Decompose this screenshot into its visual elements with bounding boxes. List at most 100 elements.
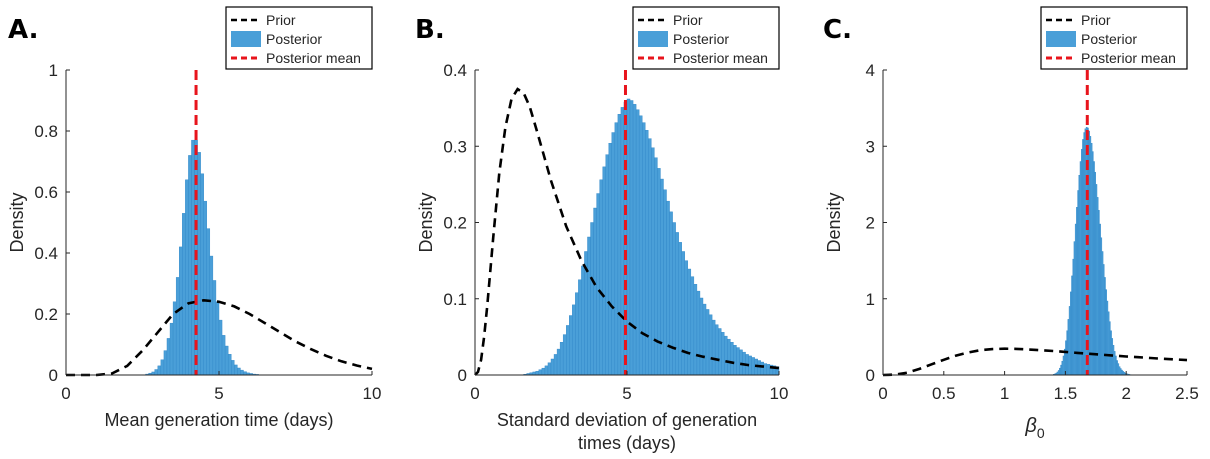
posterior-bar xyxy=(724,335,728,376)
posterior-bar xyxy=(721,332,725,376)
y-tick-label: 0.4 xyxy=(34,244,58,263)
posterior-bar xyxy=(224,345,229,376)
chart-panel-2: B. 0 5 10 0 0.1 0.2 0.3 0.4 Density Standard devia… xyxy=(415,6,789,453)
posterior-bar xyxy=(666,200,670,376)
posterior-bar xyxy=(157,365,162,376)
posterior-bar xyxy=(550,358,555,376)
chart-panel-1: A. 0 5 10 0 0.2 0.4 0.6 0.8 1 Density Mean generati… xyxy=(7,6,382,430)
posterior-bar xyxy=(240,369,244,376)
y-tick-label: 0 xyxy=(49,366,58,385)
posterior-bar xyxy=(702,303,707,376)
posterior-bar xyxy=(237,367,241,376)
posterior-bar xyxy=(617,114,622,376)
posterior-bar xyxy=(711,319,716,376)
posterior-bar xyxy=(553,354,558,376)
posterior-bar xyxy=(614,122,619,376)
legend-entry: Posterior xyxy=(266,31,322,47)
y-tick-label: 0.3 xyxy=(443,137,467,156)
x-tick-label: 1.5 xyxy=(1054,384,1078,403)
posterior-bar xyxy=(538,369,543,376)
posterior-bar xyxy=(629,100,634,376)
posterior-bar xyxy=(169,322,174,376)
legend: Prior Posterior Posterior mean xyxy=(225,6,373,70)
x-tick-label: 2.5 xyxy=(1175,384,1199,403)
posterior-bar xyxy=(596,193,600,376)
posterior-bar xyxy=(575,292,579,376)
y-tick-label: 0 xyxy=(866,366,875,385)
posterior-histogram xyxy=(523,98,780,376)
posterior-bar xyxy=(212,280,217,376)
posterior-bar xyxy=(736,347,740,376)
posterior-bar xyxy=(559,342,564,376)
posterior-bar xyxy=(590,222,594,376)
posterior-bar xyxy=(718,328,722,376)
legend-posterior-swatch xyxy=(638,31,668,47)
posterior-bar xyxy=(757,360,761,376)
posterior-bar xyxy=(160,359,165,376)
y-tick-label: 1 xyxy=(49,61,58,80)
y-tick-label: 0.6 xyxy=(34,183,58,202)
posterior-bar xyxy=(203,200,207,376)
posterior-bar xyxy=(185,179,189,376)
legend-entry: Prior xyxy=(1081,12,1111,28)
posterior-bar xyxy=(648,138,652,376)
posterior-bar xyxy=(657,168,661,376)
y-axis-label: Density xyxy=(824,192,844,252)
posterior-bar xyxy=(599,179,603,376)
y-tick-label: 3 xyxy=(866,137,875,156)
posterior-bar xyxy=(175,277,180,376)
panel-label: C. xyxy=(823,15,852,45)
posterior-bar xyxy=(638,115,643,376)
posterior-bar xyxy=(611,132,616,376)
posterior-bar xyxy=(556,348,561,376)
posterior-bar xyxy=(663,189,667,376)
posterior-bar xyxy=(678,242,682,376)
posterior-bar xyxy=(645,130,649,376)
legend-entry: Prior xyxy=(266,12,296,28)
x-tick-label: 0 xyxy=(470,384,479,403)
posterior-bar xyxy=(163,350,168,376)
posterior-bar xyxy=(547,362,552,376)
y-tick-label: 0.4 xyxy=(443,61,467,80)
x-tick-label: 10 xyxy=(770,384,789,403)
posterior-bar xyxy=(642,122,646,376)
prior-curve xyxy=(882,347,1188,377)
y-tick-label: 0.2 xyxy=(443,214,467,233)
posterior-bar xyxy=(632,104,637,376)
posterior-bar xyxy=(602,166,606,376)
x-axis-label-line2: times (days) xyxy=(578,433,676,453)
posterior-bar xyxy=(221,335,226,376)
posterior-histogram xyxy=(1053,126,1132,376)
posterior-bar xyxy=(218,319,223,376)
posterior-bar xyxy=(587,236,591,376)
posterior-bar xyxy=(227,354,232,376)
posterior-bar xyxy=(766,364,771,376)
y-tick-label: 0 xyxy=(458,366,467,385)
posterior-bar xyxy=(751,357,755,376)
x-axis-label: β0 xyxy=(1024,415,1044,441)
posterior-bar xyxy=(760,361,765,376)
posterior-bar xyxy=(197,152,201,376)
posterior-bar xyxy=(675,232,679,376)
posterior-bar xyxy=(693,284,698,376)
legend-entry: Prior xyxy=(673,12,703,28)
y-axis-label: Density xyxy=(416,192,436,252)
posterior-bar xyxy=(581,265,585,376)
posterior-bar xyxy=(672,222,676,376)
prior-curve xyxy=(66,298,373,377)
x-tick-label: 0.5 xyxy=(932,384,956,403)
x-tick-label: 10 xyxy=(363,384,382,403)
x-tick-label: 0 xyxy=(878,384,887,403)
posterior-bar xyxy=(626,98,631,376)
y-tick-label: 0.2 xyxy=(34,305,58,324)
legend-entry: Posterior mean xyxy=(266,50,361,66)
posterior-bar xyxy=(748,355,752,376)
posterior-bar xyxy=(727,338,731,376)
posterior-bar xyxy=(690,276,695,376)
posterior-bar xyxy=(681,251,685,376)
legend-posterior-swatch xyxy=(1046,31,1076,47)
posterior-bar xyxy=(231,360,235,376)
posterior-bar xyxy=(188,155,192,376)
posterior-bar xyxy=(154,369,159,376)
